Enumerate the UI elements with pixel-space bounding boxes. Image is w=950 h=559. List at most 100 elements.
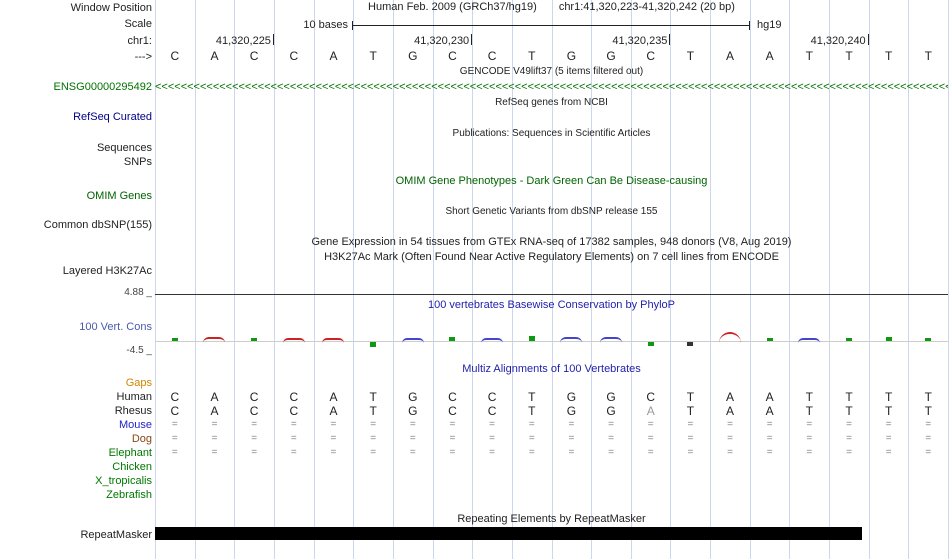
multiz-row-zebrafish[interactable]: Zebrafish — [0, 488, 950, 502]
track-label-snps[interactable]: SNPs — [123, 156, 152, 168]
track-label-common-dbsnp[interactable]: Common dbSNP(155) — [43, 219, 152, 231]
window-position-label: Window Position — [70, 2, 152, 14]
alignment-cell: = — [766, 433, 773, 444]
base-letter: T — [924, 49, 932, 63]
wiggle-baseline — [155, 341, 948, 342]
alignment-cell: = — [290, 447, 297, 458]
alignment-cell: = — [727, 447, 733, 458]
conservation-mark — [171, 338, 178, 341]
conservation-wiggle-plot[interactable] — [155, 330, 948, 350]
alignment-cell: T — [686, 390, 695, 404]
conservation-mark — [449, 337, 456, 341]
position-tick — [669, 34, 671, 45]
track-title-conservation[interactable]: 100 vertebrates Basewise Conservation by… — [427, 299, 676, 311]
gridline — [591, 0, 593, 559]
species-label[interactable]: Mouse — [118, 419, 152, 431]
alignment-cell: T — [369, 390, 377, 404]
conservation-mark — [599, 337, 622, 343]
gridline — [234, 0, 236, 559]
species-label[interactable]: Gaps — [125, 377, 152, 389]
gene-direction-arrows[interactable]: <<<<<<<<<<<<<<<<<<<<<<<<<<<<<<<<<<<<<<<<… — [155, 82, 948, 93]
track-title-repeatmasker[interactable]: Repeating Elements by RepeatMasker — [457, 513, 646, 525]
species-label[interactable]: Human — [116, 391, 152, 403]
base-letter: A — [765, 49, 774, 63]
track-label-layered-h3k27ac[interactable]: Layered H3K27Ac — [62, 265, 152, 277]
multiz-row-dog[interactable]: Dog = = = = = = = = = = = = = = = = = = = = — [0, 432, 950, 446]
alignment-cells — [155, 488, 948, 502]
multiz-row-gaps[interactable]: Gaps — [0, 376, 950, 390]
conservation-mark — [560, 337, 583, 343]
track-title-dbsnp[interactable]: Short Genetic Variants from dbSNP releas… — [445, 206, 658, 217]
track-label-omim-genes[interactable]: OMIM Genes — [86, 190, 152, 202]
alignment-cell: G — [566, 404, 577, 418]
alignment-cell: T — [845, 390, 853, 404]
multiz-row-rhesus[interactable]: Rhesus C A C C A T G C C T G G A T A A T T T T — [0, 404, 950, 418]
alignment-cell: T — [686, 404, 695, 418]
track-title-omim[interactable]: OMIM Gene Phenotypes - Dark Green Can Be… — [395, 175, 708, 187]
alignment-cell: = — [290, 419, 297, 430]
species-label[interactable]: Elephant — [108, 447, 152, 459]
alignment-cell: = — [727, 433, 733, 444]
conservation-mark — [401, 338, 424, 343]
position-tick — [471, 34, 473, 45]
track-label-vert-cons[interactable]: 100 Vert. Cons — [79, 321, 152, 333]
gridline — [789, 0, 791, 559]
gridline — [392, 0, 394, 559]
track-title-gencode[interactable]: GENCODE V49lift37 (5 items filtered out) — [459, 66, 644, 77]
alignment-cell: = — [528, 419, 535, 430]
alignment-cell: C — [487, 390, 497, 404]
species-label[interactable]: Chicken — [112, 461, 152, 473]
track-title-publications[interactable]: Publications: Sequences in Scientific Ar… — [452, 128, 651, 139]
gridline — [273, 0, 275, 559]
alignment-cell: = — [885, 433, 892, 444]
multiz-row-mouse[interactable]: Mouse = = = = = = = = = = = = = = = = = = = = — [0, 418, 950, 432]
alignment-cell: T — [884, 404, 893, 418]
alignment-cells — [155, 474, 948, 488]
gene-id-label[interactable]: ENSG00000295492 — [53, 81, 152, 93]
alignment-cell: = — [330, 419, 337, 430]
base-letter: A — [726, 49, 735, 63]
scale-label: Scale — [124, 18, 152, 30]
base-letter: T — [528, 49, 536, 63]
track-label-sequences[interactable]: Sequences — [96, 142, 152, 154]
alignment-cell: A — [646, 404, 655, 418]
base-letter: C — [289, 49, 299, 63]
species-label[interactable]: Zebrafish — [106, 489, 152, 501]
position-range: chr1:41,320,223-41,320,242 (20 bp) — [558, 1, 735, 13]
base-letter: C — [170, 49, 180, 63]
alignment-cell: = — [885, 419, 892, 430]
base-letter: C — [646, 49, 656, 63]
multiz-row-chicken[interactable]: Chicken — [0, 460, 950, 474]
alignment-cell: = — [489, 419, 495, 430]
alignment-cell: = — [846, 447, 852, 458]
gridline — [353, 0, 355, 559]
alignment-cell: C — [448, 390, 457, 404]
alignment-cell: T — [805, 404, 813, 418]
alignment-cell: = — [409, 419, 416, 430]
assembly-short: hg19 — [757, 19, 782, 31]
track-label-repeatmasker[interactable]: RepeatMasker — [80, 529, 152, 541]
species-label[interactable]: Rhesus — [114, 405, 152, 417]
alignment-cell: = — [766, 447, 773, 458]
multiz-row-x_tropicalis[interactable]: X_tropicalis — [0, 474, 950, 488]
track-title-gtex[interactable]: Gene Expression in 54 tissues from GTEx … — [311, 236, 792, 248]
species-label[interactable]: X_tropicalis — [95, 475, 152, 487]
conservation-mark — [766, 338, 773, 341]
track-title-multiz[interactable]: Multiz Alignments of 100 Vertebrates — [462, 363, 641, 375]
track-title-refseq[interactable]: RefSeq genes from NCBI — [495, 97, 608, 108]
track-title-h3k27ac[interactable]: H3K27Ac Mark (Often Found Near Active Re… — [324, 251, 779, 263]
alignment-cell: = — [568, 433, 575, 444]
species-label[interactable]: Dog — [131, 433, 152, 445]
track-label-refseq-curated[interactable]: RefSeq Curated — [73, 111, 152, 123]
alignment-cell: = — [806, 419, 813, 430]
alignment-cell: = — [806, 433, 813, 444]
gridline — [670, 0, 672, 559]
alignment-cell: A — [726, 404, 735, 418]
alignment-cell: = — [846, 419, 852, 430]
multiz-row-elephant[interactable]: Elephant = = = = = = = = = = = = = = = = = = = = — [0, 446, 950, 460]
multiz-row-human[interactable]: Human C A C C A T G C C T G G C T A A T T T T — [0, 390, 950, 404]
alignment-cell: A — [210, 390, 219, 404]
repeatmasker-element-bar[interactable] — [155, 527, 862, 540]
gridline — [868, 0, 870, 559]
